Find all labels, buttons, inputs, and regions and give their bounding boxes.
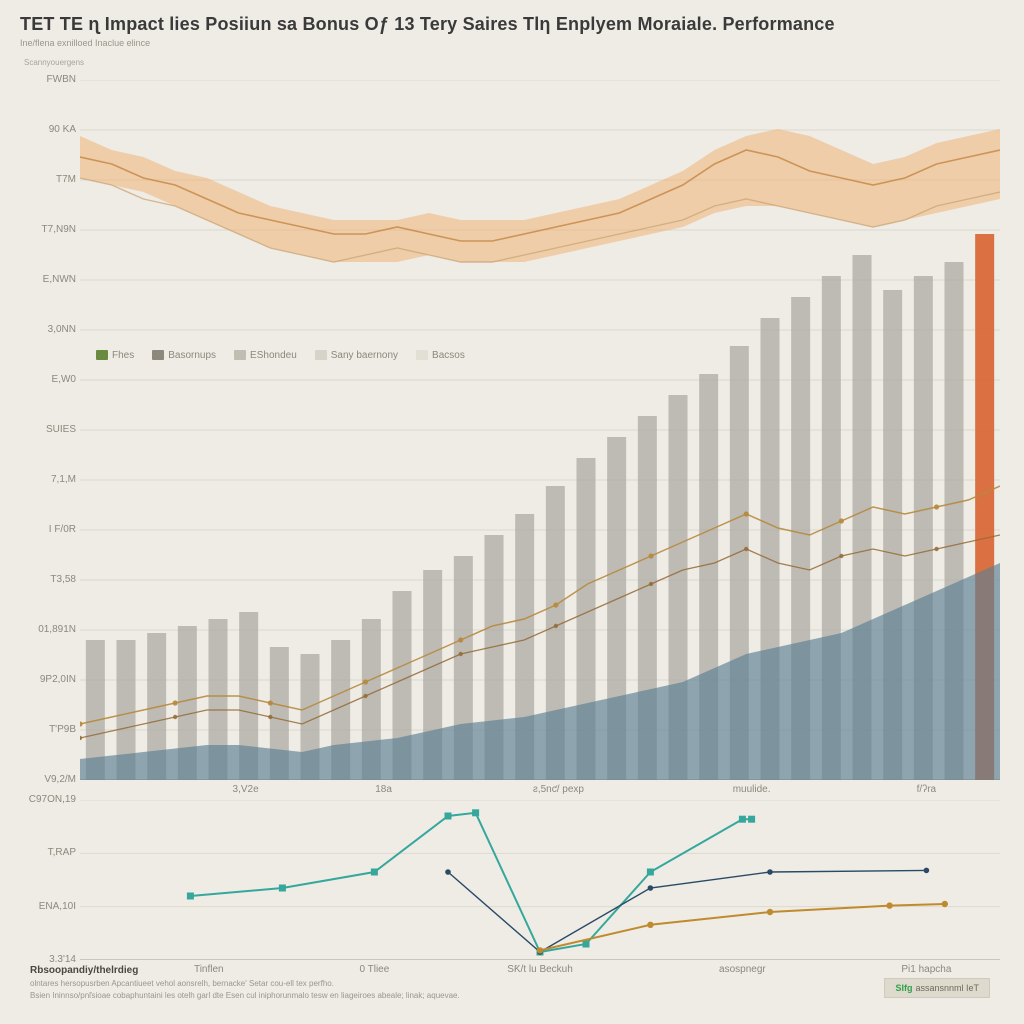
x-tick-label: 18a [344,784,424,795]
footer-badge: SIfgassansnnml IeT [884,978,990,998]
lower-y-tick-label: 3.3'14 [18,954,76,965]
lower-x-tick-label: Pi1 hapcha [876,964,976,975]
legend-item: EShondeu [234,350,297,361]
y-tick-label: 7,1,M [18,474,76,485]
footer-line1: olntares hersopusrben Apcantiueet vehol … [30,979,334,988]
y-tick-label: I F/0R [18,524,76,535]
y-tick-label: E,W0 [18,374,76,385]
y-tick-label: SUIES [18,424,76,435]
y-tick-label: 9P2,0IN [18,674,76,685]
x-tick-label: ƨ,5nƈ/ pexp [518,784,598,795]
y-tick-label: V9,2/M [18,774,76,785]
lower-x-tick-label: SƘ/t lu Beckuh [490,964,590,975]
x-tick-label: f/ʔra [886,784,966,795]
page-subtitle: Ine/flena exnilloed Inaclue elince [20,38,150,48]
badge-text: assansnnml IeT [915,983,979,993]
corner-label: Scannyouergens [24,58,84,67]
x-tick-label: 3,V2e [206,784,286,795]
lower-chart [80,800,1000,960]
page-title: TET TE ɳ Impact lies Posiiun sa Bonus Oƒ… [20,14,1004,35]
legend-item: Basornups [152,350,216,361]
legend-item: Bacsos [416,350,465,361]
upper-chart [80,80,1000,780]
y-tick-label: T7M [18,174,76,185]
lower-y-tick-label: T,RAP [18,847,76,858]
footer-heading: Rbsoopandiy/thelrdieg [30,965,138,976]
lower-y-tick-label: ENA,10I [18,901,76,912]
y-tick-label: T3,58 [18,574,76,585]
y-tick-label: E,NWN [18,274,76,285]
y-tick-label: 01,891N [18,624,76,635]
lower-x-tick-label: 0 Tliee [324,964,424,975]
y-tick-label: 3,0NN [18,324,76,335]
y-tick-label: 90 KA [18,124,76,135]
footer-line2: Bsien Ininnso/pnľsioae cobaphuntaini les… [30,991,460,1000]
legend-item: Sany baernony [315,350,398,361]
x-tick-label: muulide. [712,784,792,795]
chart-legend: Fhes Basornups EShondeu Sany baernony Bacsos [96,350,465,361]
badge-bold: SIfg [895,983,912,993]
lower-x-tick-label: Tinflen [159,964,259,975]
y-tick-label: T7,N9N [18,224,76,235]
y-tick-label: T'P9B [18,724,76,735]
lower-x-tick-label: asospnegr [692,964,792,975]
legend-item: Fhes [96,350,134,361]
lower-y-tick-label: C97ON,19 [18,794,76,805]
y-tick-label: FWBN [18,74,76,85]
